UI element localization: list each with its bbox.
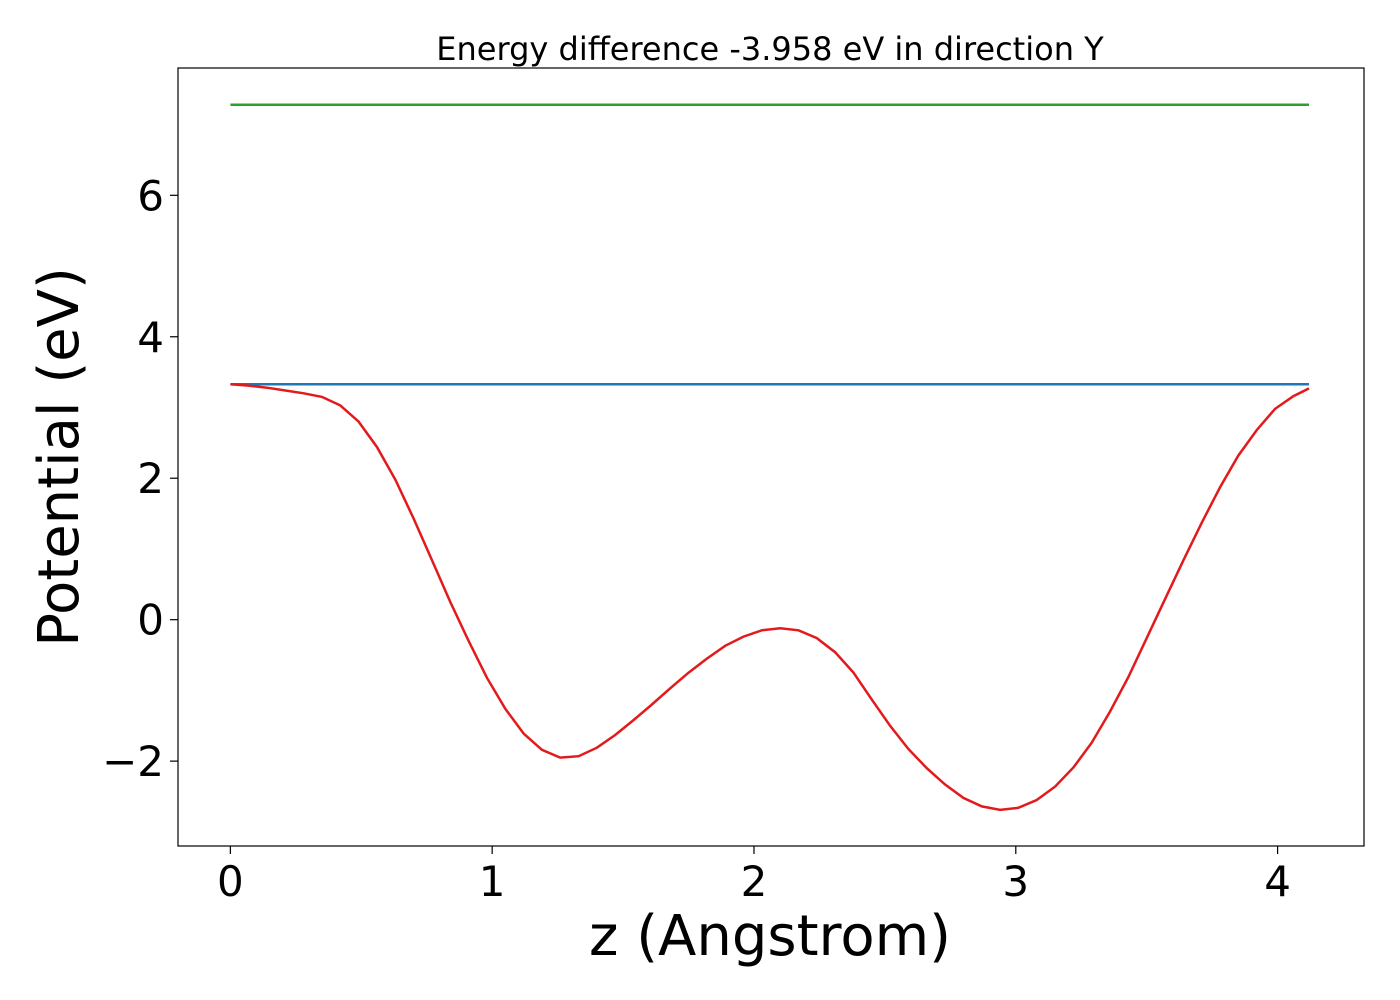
y-axis-label: Potential (eV) <box>27 267 92 647</box>
series-line-3 <box>230 382 1310 812</box>
x-tick-label: 0 <box>217 857 244 906</box>
chart-title: Energy difference -3.958 eV in direction… <box>436 30 1104 68</box>
y-tick-label: 0 <box>137 596 164 645</box>
x-tick-label: 4 <box>1264 857 1291 906</box>
x-axis-label: z (Angstrom) <box>589 904 951 969</box>
x-tick-label: 1 <box>479 857 506 906</box>
y-tick-label: 6 <box>137 171 164 220</box>
y-axis: −2 0 2 4 6 <box>102 171 178 786</box>
x-tick-label: 3 <box>1002 857 1029 906</box>
plot-lines <box>230 103 1310 812</box>
x-tick-label: 2 <box>741 857 768 906</box>
y-tick-label: 2 <box>137 454 164 503</box>
x-axis: 0 1 2 3 4 <box>217 846 1291 906</box>
plot-frame <box>177 67 1365 847</box>
y-tick-label: 4 <box>137 313 164 362</box>
y-tick-label: −2 <box>102 737 164 786</box>
